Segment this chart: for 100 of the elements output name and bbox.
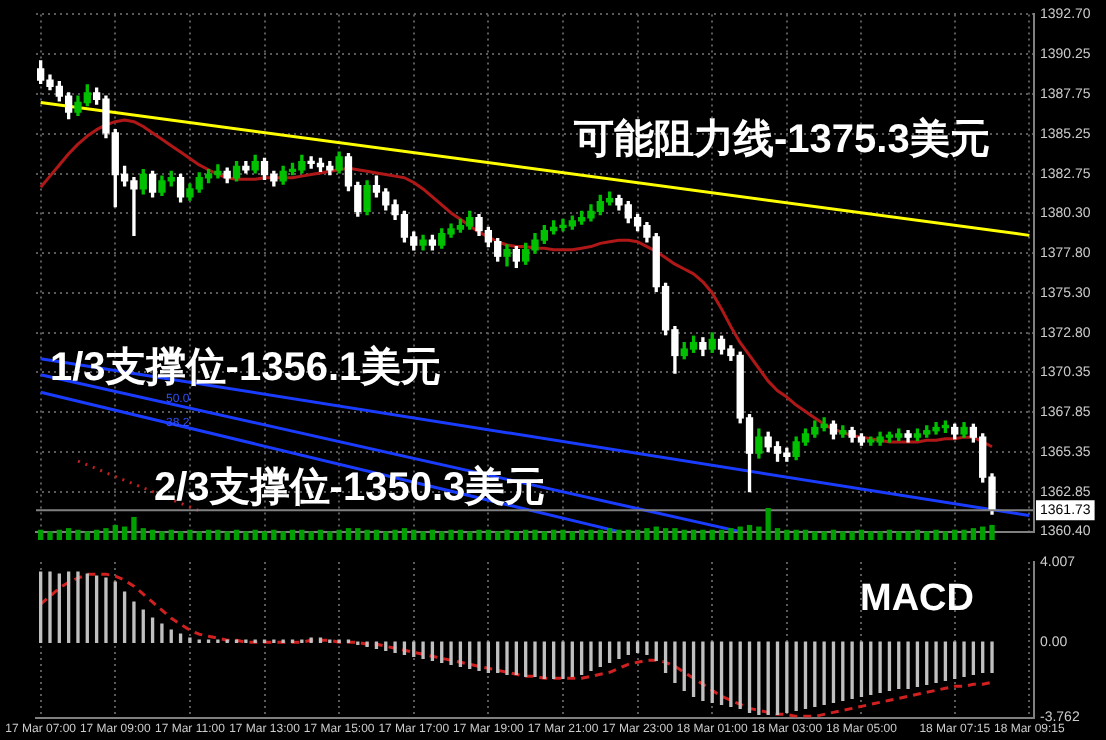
bar	[439, 531, 445, 540]
bar	[187, 529, 193, 540]
bar	[662, 528, 669, 540]
bar	[541, 531, 547, 540]
bar	[737, 526, 743, 540]
bar	[467, 531, 473, 540]
bar	[243, 531, 249, 540]
line-series	[39, 572, 994, 718]
bar	[868, 531, 874, 540]
bar	[942, 531, 949, 540]
bar	[364, 529, 370, 540]
bar	[65, 528, 72, 540]
bar	[989, 524, 995, 540]
bar	[634, 529, 641, 540]
bar	[896, 531, 902, 540]
bar	[774, 528, 781, 540]
bar	[756, 526, 762, 540]
bar	[327, 531, 333, 540]
bar	[606, 528, 613, 540]
bar	[709, 529, 715, 540]
bar	[877, 531, 883, 540]
bar	[355, 528, 361, 540]
bar	[886, 529, 893, 540]
bar	[858, 529, 865, 540]
bar	[700, 529, 706, 540]
bar	[560, 529, 566, 540]
bar	[905, 531, 911, 540]
bar	[690, 529, 697, 540]
bar	[261, 531, 268, 540]
bar	[681, 529, 687, 540]
bar	[765, 508, 771, 540]
bar	[746, 524, 753, 540]
bar	[299, 529, 305, 540]
bar	[532, 529, 538, 540]
bar	[177, 531, 184, 540]
bar	[336, 529, 342, 540]
bar	[429, 529, 436, 540]
bar	[821, 531, 827, 540]
bar	[205, 529, 212, 540]
bar	[849, 531, 855, 540]
bar	[485, 529, 492, 540]
bar	[47, 531, 53, 540]
bar	[653, 526, 659, 540]
bar	[93, 529, 100, 540]
bar	[830, 529, 837, 540]
bar	[784, 529, 790, 540]
bar	[457, 529, 464, 540]
bar	[112, 524, 118, 540]
bar	[793, 529, 799, 540]
bar	[476, 529, 482, 540]
bar	[84, 531, 90, 540]
bar	[597, 529, 603, 540]
bar	[952, 529, 958, 540]
bar	[625, 529, 631, 540]
bar	[924, 531, 930, 540]
bar	[131, 516, 137, 540]
bar	[504, 529, 510, 540]
bar	[401, 528, 408, 540]
bar	[578, 529, 585, 540]
annotation: MACD	[860, 578, 974, 620]
bar	[345, 528, 352, 540]
bar	[802, 529, 809, 540]
bar	[392, 529, 398, 540]
bar	[420, 531, 426, 540]
bar	[616, 529, 622, 540]
bar	[168, 529, 174, 540]
bar	[588, 529, 594, 540]
bar	[840, 531, 846, 540]
bar	[38, 529, 44, 540]
bar	[980, 526, 986, 540]
bar	[569, 531, 575, 540]
bar	[56, 529, 62, 540]
bar	[280, 531, 286, 540]
bar	[233, 529, 240, 540]
bar	[411, 529, 417, 540]
bar	[140, 528, 146, 540]
bar	[121, 526, 128, 540]
bar	[812, 531, 818, 540]
bar	[289, 529, 296, 540]
bar	[317, 529, 324, 540]
bar	[672, 528, 678, 540]
bar	[149, 529, 156, 540]
bar	[383, 531, 389, 540]
bar	[224, 531, 230, 540]
bar	[215, 529, 221, 540]
bar	[961, 529, 967, 540]
bar	[550, 529, 557, 540]
bar	[933, 529, 939, 540]
bar	[644, 528, 650, 540]
bar	[513, 531, 520, 540]
bar	[373, 529, 380, 540]
bar	[308, 531, 314, 540]
bar	[196, 531, 202, 540]
bar	[159, 531, 165, 540]
bar	[718, 529, 725, 540]
bar	[448, 529, 454, 540]
bar	[271, 529, 277, 540]
bar	[728, 528, 734, 540]
bar	[103, 528, 109, 540]
bar	[252, 529, 258, 540]
